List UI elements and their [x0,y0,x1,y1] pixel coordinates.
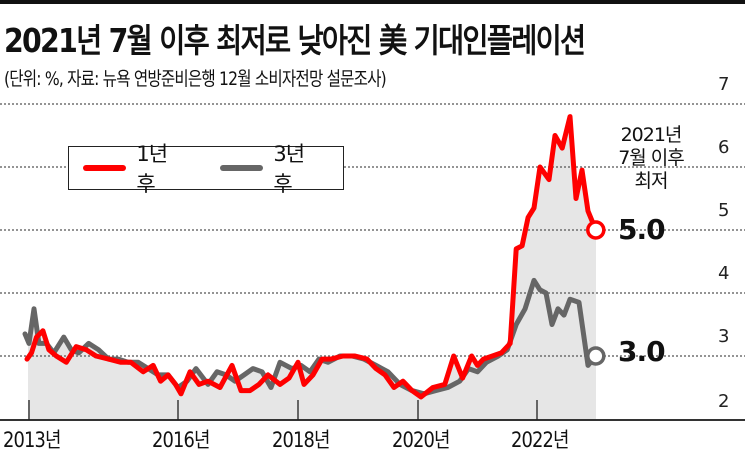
top-rule [0,0,745,4]
legend-label: 1년 후 [136,142,168,196]
x-tick-label: 2022년 [511,428,569,452]
legend-item-1yr: 1년 후 [83,138,206,198]
series-lines [22,114,599,400]
legend-swatch-red [83,165,127,171]
annotation: 2021년 7월 이후 최저 [612,124,690,193]
legend-item-3yr: 3년 후 [220,138,343,198]
x-tick-label: 2013년 [3,428,61,452]
y-tick-label: 5 [718,200,730,221]
end-markers [586,220,606,366]
legend: 1년 후 3년 후 [68,142,344,196]
series-1yr-line [24,114,599,400]
legend-label: 3년 후 [273,142,305,196]
x-tick-label: 2018년 [272,428,330,452]
y-tick-label: 6 [718,137,730,158]
y-tick-label: 4 [718,263,730,284]
x-tick-label: 2016년 [152,428,210,452]
x-tick-label: 2020년 [392,428,450,452]
annotation-line: 7월 이후 [618,147,685,169]
y-tick-label: 3 [718,326,730,347]
end-marker-3yr [586,346,606,366]
annotation-line: 2021년 [620,124,683,146]
x-axis [0,400,745,421]
end-value-3yr: 3.0 [618,335,666,368]
annotation-line: 최저 [634,170,669,192]
y-tick-label: 7 [718,74,730,95]
chart-subtitle: (단위: %, 자료: 뉴욕 연방준비은행 12월 소비자전망 설문조사) [4,68,387,90]
end-value-1yr: 5.0 [618,213,666,246]
y-tick-label: 2 [718,391,730,412]
end-marker-1yr [586,220,606,240]
chart-title: 2021년 7월 이후 최저로 낮아진 美 기대인플레이션 [4,21,586,60]
legend-swatch-gray [220,165,264,171]
